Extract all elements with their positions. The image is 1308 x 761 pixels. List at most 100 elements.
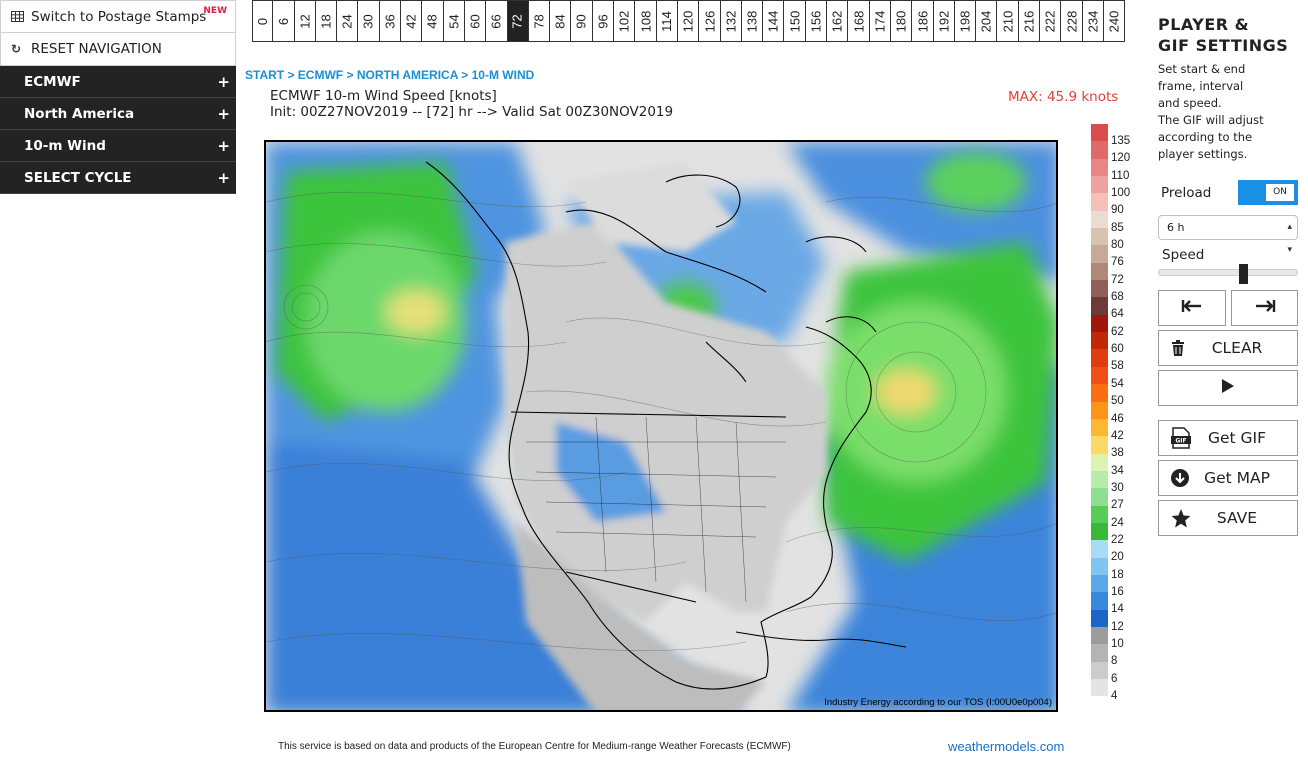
colorbar-level-label: 10 — [1111, 637, 1124, 650]
forecast-hour-tab[interactable]: 204 — [976, 0, 998, 42]
forecast-hour-tab[interactable]: 150 — [784, 0, 806, 42]
forecast-hour-tab[interactable]: 0 — [252, 0, 274, 42]
forecast-hour-tab[interactable]: 66 — [486, 0, 508, 42]
forecast-hour-tab[interactable]: 210 — [997, 0, 1019, 42]
colorbar-cell — [1091, 314, 1108, 333]
colorbar-level-label: 34 — [1111, 464, 1124, 477]
breadcrumb-link[interactable]: NORTH AMERICA — [356, 68, 458, 82]
download-circle-icon — [1171, 469, 1189, 487]
forecast-hour-tab[interactable]: 174 — [869, 0, 891, 42]
forecast-hour-tab[interactable]: 126 — [699, 0, 721, 42]
first-frame-button[interactable] — [1158, 290, 1226, 326]
interval-select-value: 6 h — [1167, 221, 1185, 234]
switch-postage-stamps-label: Switch to Postage Stamps — [31, 8, 207, 25]
forecast-hour-tab[interactable]: 120 — [677, 0, 700, 42]
forecast-hour-tab[interactable]: 240 — [1103, 0, 1126, 42]
panel-description-line: Set start & end — [1158, 62, 1246, 76]
player-settings-panel: PLAYER & GIF SETTINGS Set start & end fra… — [1158, 14, 1298, 536]
colorbar-level-label: 72 — [1111, 273, 1124, 286]
forecast-hour-tab[interactable]: 78 — [528, 0, 551, 42]
forecast-hour-tab[interactable]: 216 — [1018, 0, 1040, 42]
plus-icon: + — [217, 104, 230, 123]
get-map-button[interactable]: Get MAP — [1158, 460, 1298, 496]
last-frame-button[interactable] — [1231, 290, 1298, 326]
forecast-hour-tab[interactable]: 18 — [315, 0, 338, 42]
sidebar: Switch to Postage Stamps NEW ↻ RESET NAV… — [0, 0, 236, 194]
forecast-hour-tab[interactable]: 156 — [805, 0, 828, 42]
reset-navigation-button[interactable]: ↻ RESET NAVIGATION — [0, 33, 236, 66]
forecast-hour-label: 102 — [616, 10, 632, 32]
sidebar-menu-10m-wind[interactable]: 10-m Wind + — [0, 130, 236, 162]
forecast-hour-tab[interactable]: 30 — [358, 0, 380, 42]
preload-toggle-state: ON — [1266, 184, 1294, 201]
forecast-hour-tab[interactable]: 72 — [507, 0, 529, 42]
forecast-hour-tab[interactable]: 12 — [294, 0, 316, 42]
forecast-hour-tab[interactable]: 192 — [933, 0, 955, 42]
forecast-hour-tab[interactable]: 234 — [1082, 0, 1104, 42]
forecast-hour-tab[interactable]: 48 — [422, 0, 444, 42]
forecast-hour-tab[interactable]: 54 — [443, 0, 465, 42]
colorbar-cell — [1091, 557, 1108, 575]
forecast-hour-tab[interactable]: 144 — [763, 0, 785, 42]
forecast-hour-label: 24 — [339, 13, 355, 29]
colorbar-cell — [1091, 193, 1108, 211]
forecast-hour-label: 60 — [467, 13, 483, 29]
forecast-hour-label: 228 — [1063, 10, 1079, 32]
forecast-hour-tab[interactable]: 102 — [614, 0, 636, 42]
sidebar-menu-label: North America — [24, 105, 135, 122]
sidebar-menu-ecmwf[interactable]: ECMWF + — [0, 66, 236, 98]
forecast-hour-tab[interactable]: 6 — [273, 0, 295, 42]
forecast-hour-label: 132 — [723, 10, 739, 32]
forecast-hour-tab[interactable]: 180 — [890, 0, 913, 42]
clear-button[interactable]: CLEAR — [1158, 330, 1298, 366]
forecast-hour-label: 186 — [914, 10, 930, 32]
preload-toggle[interactable]: ON — [1238, 180, 1298, 205]
play-button[interactable] — [1158, 370, 1298, 406]
forecast-hour-tab[interactable]: 168 — [848, 0, 870, 42]
wind-map-image — [266, 142, 1056, 710]
switch-postage-stamps-button[interactable]: Switch to Postage Stamps NEW — [0, 0, 236, 33]
get-gif-button[interactable]: GIF Get GIF — [1158, 420, 1298, 456]
forecast-hour-label: 114 — [659, 10, 675, 32]
gif-badge-text: GIF — [1175, 438, 1186, 445]
forecast-hour-tab[interactable]: 228 — [1061, 0, 1083, 42]
step-last-icon — [1254, 299, 1276, 317]
speed-slider[interactable] — [1158, 264, 1298, 284]
forecast-hour-tab[interactable]: 198 — [954, 0, 977, 42]
forecast-hour-tab[interactable]: 36 — [379, 0, 402, 42]
breadcrumb-link[interactable]: 10-M WIND — [471, 68, 535, 82]
forecast-hour-tab[interactable]: 114 — [656, 0, 678, 42]
plus-icon: + — [217, 72, 230, 91]
colorbar-level-label: 30 — [1111, 481, 1124, 494]
forecast-hour-label: 222 — [1042, 10, 1058, 32]
select-arrows-icon: ▴ ▾ — [1287, 222, 1292, 255]
forecast-hour-tab[interactable]: 90 — [571, 0, 593, 42]
forecast-hour-tab[interactable]: 96 — [592, 0, 615, 42]
forecast-hour-tab[interactable]: 132 — [720, 0, 742, 42]
forecast-hour-tab[interactable]: 24 — [337, 0, 359, 42]
forecast-hour-tab[interactable]: 162 — [827, 0, 849, 42]
panel-description-line: according to the — [1158, 130, 1253, 144]
interval-select[interactable]: 6 h ▴ ▾ — [1158, 215, 1298, 255]
forecast-hour-tab[interactable]: 84 — [550, 0, 572, 42]
footer-brand-link[interactable]: weathermodels.com — [948, 739, 1065, 754]
speed-slider-thumb[interactable] — [1239, 264, 1248, 284]
sidebar-menu-select-cycle[interactable]: SELECT CYCLE + — [0, 162, 236, 194]
forecast-hour-tab[interactable]: 42 — [401, 0, 423, 42]
forecast-hour-tab[interactable]: 186 — [912, 0, 934, 42]
forecast-hour-tab[interactable]: 138 — [741, 0, 764, 42]
breadcrumb-link[interactable]: START — [245, 68, 285, 82]
colorbar-level-label: 16 — [1111, 585, 1124, 598]
forecast-hour-tab[interactable]: 60 — [464, 0, 487, 42]
save-button[interactable]: SAVE — [1158, 500, 1298, 536]
forecast-hour-tab[interactable]: 222 — [1039, 0, 1062, 42]
map-max-label: MAX: 45.9 knots — [1008, 89, 1119, 105]
panel-description-line: The GIF will adjust — [1158, 113, 1264, 127]
sidebar-menu-north-america[interactable]: North America + — [0, 98, 236, 130]
speed-slider-track — [1158, 269, 1298, 276]
get-gif-label: Get GIF — [1207, 429, 1267, 447]
breadcrumb-link[interactable]: ECMWF — [297, 68, 344, 82]
forecast-hour-label: 6 — [275, 17, 291, 25]
colorbar-cell — [1091, 262, 1108, 281]
forecast-hour-tab[interactable]: 108 — [635, 0, 657, 42]
